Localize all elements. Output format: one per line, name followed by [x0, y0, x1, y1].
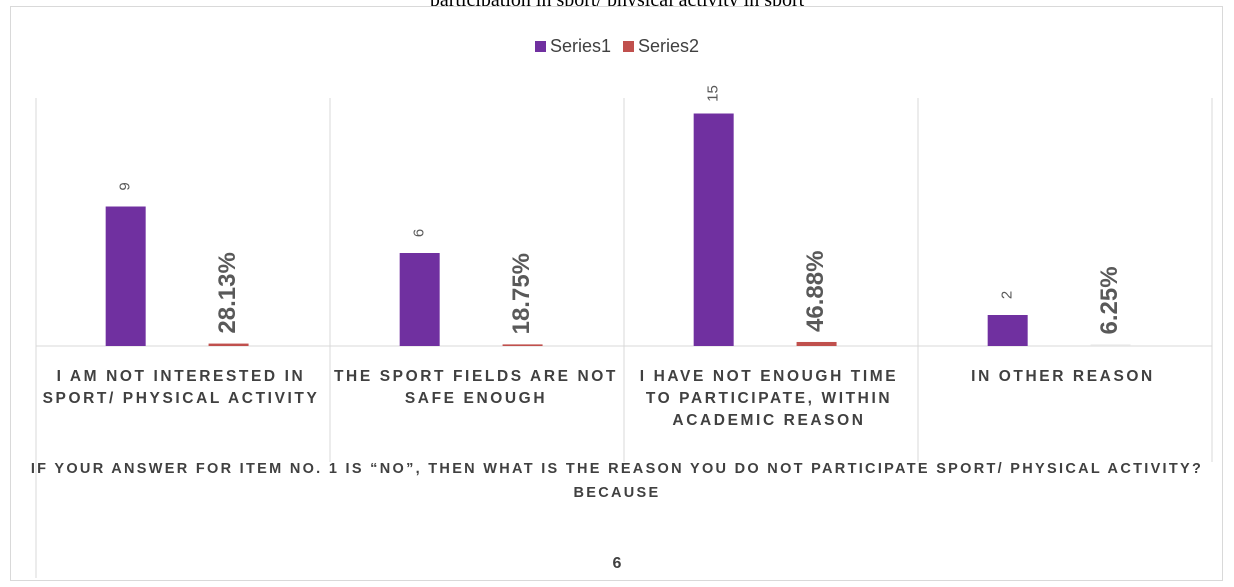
data-label-series2: 18.75%: [508, 253, 535, 334]
bar-series1: [105, 206, 146, 346]
bar-series2: [796, 341, 837, 346]
data-label-series2: 28.13%: [214, 252, 241, 333]
data-label-series1: 9: [117, 182, 134, 190]
bar-series1: [693, 113, 734, 346]
bar-series1: [987, 315, 1028, 346]
data-label-series1: 15: [705, 85, 722, 102]
x-axis-title: IF YOUR ANSWER FOR ITEM NO. 1 IS “NO”, T…: [30, 461, 1204, 501]
page-number: 6: [612, 555, 622, 572]
top-caption: participation in sport/ physical activit…: [0, 0, 1234, 12]
chart-legend: Series1 Series2: [0, 36, 1234, 57]
data-label-series2: 6.25%: [1096, 266, 1123, 334]
legend-label-series1: Series1: [549, 36, 611, 56]
data-label-series1: 6: [411, 229, 428, 237]
category-label-other-reason: IN OTHER REASON: [971, 368, 1155, 385]
legend-swatch-series1: [534, 41, 546, 52]
data-label-series2: 46.88%: [802, 251, 829, 332]
chart-frame: [10, 6, 1223, 581]
legend-label-series2: Series2: [638, 36, 700, 56]
data-label-series1: 2: [999, 291, 1016, 299]
category-label-not-enough-time: I HAVE NOT ENOUGH TIME TO PARTICIPATE, W…: [639, 368, 899, 429]
bar-series2: [208, 343, 249, 346]
legend-item-series1: Series1: [534, 36, 611, 57]
legend-item-series2: Series2: [623, 36, 699, 57]
category-label-fields-not-safe: THE SPORT FIELDS ARE NOT SAFE ENOUGH: [333, 368, 618, 407]
bar-series2: [502, 344, 543, 346]
category-label-not-interested: I AM NOT INTERESTED IN SPORT/ PHYSICAL A…: [42, 368, 320, 407]
bar-series1: [399, 253, 440, 346]
bar-series2: [1090, 344, 1131, 346]
legend-swatch-series2: [623, 41, 634, 52]
